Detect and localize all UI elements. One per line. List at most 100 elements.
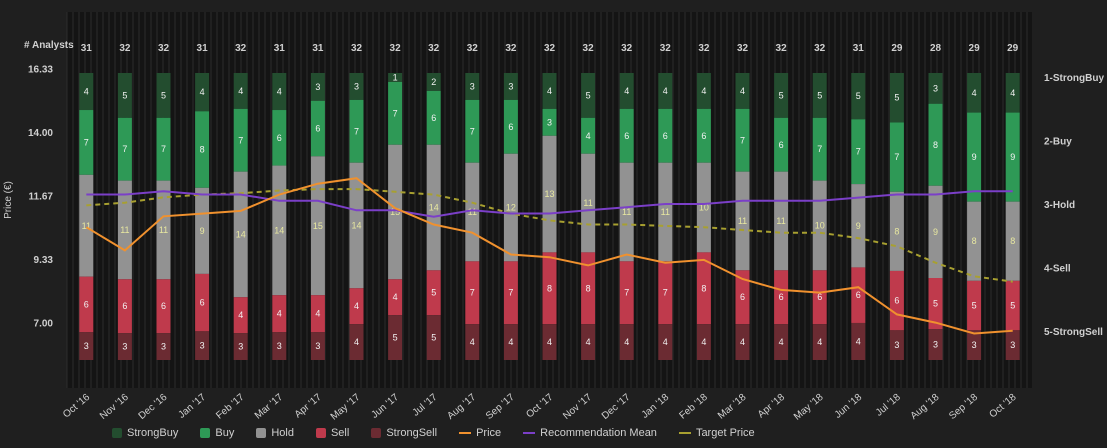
rating-axis-label: 2-Buy bbox=[1044, 137, 1072, 148]
bar-segment-buy bbox=[388, 81, 403, 145]
segment-value-label: 4 bbox=[779, 337, 784, 347]
analyst-count: 32 bbox=[351, 43, 363, 54]
analyst-count: 32 bbox=[428, 43, 440, 54]
target-price-line bbox=[86, 188, 1013, 283]
segment-value-label: 5 bbox=[586, 90, 591, 100]
analyst-count: 32 bbox=[119, 43, 131, 54]
x-tick-label: Apr '18 bbox=[756, 392, 787, 421]
x-tick-label: Jul '18 bbox=[874, 392, 903, 419]
bar-segment-strongbuy bbox=[542, 73, 557, 109]
bar-segment-sell bbox=[928, 278, 943, 330]
legend-item-target-price[interactable]: Target Price bbox=[678, 427, 755, 439]
bar-segment-strongsell bbox=[349, 324, 364, 360]
legend-swatch bbox=[459, 432, 472, 434]
segment-value-label: 6 bbox=[817, 292, 822, 302]
legend-swatch bbox=[371, 428, 382, 438]
bar-segment-sell bbox=[388, 279, 403, 316]
segment-value-label: 7 bbox=[122, 144, 127, 154]
x-tick-label: May '17 bbox=[329, 392, 363, 423]
bar-segment-sell bbox=[735, 270, 750, 325]
bar-segment-strongbuy bbox=[735, 73, 750, 109]
bar-segment-buy bbox=[117, 117, 132, 181]
bar-segment-buy bbox=[233, 108, 248, 172]
segment-value-label: 5 bbox=[933, 299, 938, 309]
analyst-count: 31 bbox=[197, 43, 209, 54]
bar-segment-buy bbox=[1005, 112, 1020, 202]
bar-segment-hold bbox=[851, 184, 866, 268]
segment-value-label: 7 bbox=[856, 147, 861, 157]
bar-segment-strongsell bbox=[658, 324, 673, 360]
segment-value-label: 11 bbox=[622, 207, 631, 217]
segment-value-label: 3 bbox=[122, 342, 127, 352]
segment-value-label: 10 bbox=[815, 220, 825, 230]
bar-segment-strongbuy bbox=[889, 73, 904, 123]
y-tick-label: 11.67 bbox=[29, 191, 54, 202]
bar-segment-strongsell bbox=[117, 333, 132, 360]
segment-value-label: 14 bbox=[429, 203, 439, 213]
segment-value-label: 3 bbox=[933, 340, 938, 350]
segment-value-label: 14 bbox=[351, 220, 361, 230]
legend-swatch bbox=[315, 428, 326, 438]
legend-item-strongsell[interactable]: StrongSell bbox=[371, 427, 437, 439]
bar-segment-buy bbox=[735, 108, 750, 172]
analyst-count: 32 bbox=[467, 43, 479, 54]
x-tick-label: Dec '17 bbox=[600, 392, 633, 422]
segment-value-label: 3 bbox=[315, 341, 320, 351]
segment-value-label: 6 bbox=[431, 113, 436, 123]
rating-axis-label: 4-Sell bbox=[1044, 264, 1071, 275]
bar-segment-hold bbox=[388, 144, 403, 280]
bar-segment-sell bbox=[967, 280, 982, 331]
legend-item-strongbuy[interactable]: StrongBuy bbox=[112, 427, 178, 439]
segment-value-label: 6 bbox=[122, 301, 127, 311]
rating-axis-label: 1-StrongBuy bbox=[1044, 73, 1104, 84]
segment-value-label: 5 bbox=[431, 333, 436, 343]
segment-value-label: 1 bbox=[393, 72, 398, 82]
x-tick-label: Jan '17 bbox=[176, 392, 208, 421]
analyst-count: 29 bbox=[969, 43, 981, 54]
bar-segment-strongbuy bbox=[465, 73, 480, 100]
segment-value-label: 8 bbox=[547, 283, 552, 293]
bar-segment-hold bbox=[349, 162, 364, 289]
segment-value-label: 11 bbox=[738, 216, 747, 226]
bar-segment-strongbuy bbox=[774, 73, 789, 118]
bar-segment-sell bbox=[812, 270, 827, 325]
segment-value-label: 7 bbox=[84, 137, 89, 147]
segment-value-label: 6 bbox=[200, 298, 205, 308]
segment-value-label: 6 bbox=[277, 133, 282, 143]
bar-segment-hold bbox=[967, 201, 982, 281]
bar-segment-buy bbox=[310, 100, 325, 157]
segment-value-label: 3 bbox=[894, 340, 899, 350]
bar-segment-buy bbox=[619, 108, 634, 163]
segment-value-label: 5 bbox=[894, 93, 899, 103]
segment-value-label: 7 bbox=[470, 126, 475, 136]
analyst-count: 32 bbox=[544, 43, 556, 54]
x-tick-label: Mar '17 bbox=[253, 392, 286, 422]
segment-value-label: 11 bbox=[776, 216, 785, 226]
segment-value-label: 4 bbox=[508, 337, 513, 347]
y-tick-label: 7.00 bbox=[34, 319, 54, 330]
bar-segment-buy bbox=[581, 117, 596, 154]
legend-item-recommendation-mean[interactable]: Recommendation Mean bbox=[523, 427, 657, 439]
legend-item-sell[interactable]: Sell bbox=[315, 427, 349, 439]
legend-item-hold[interactable]: Hold bbox=[256, 427, 294, 439]
x-tick-label: Oct '16 bbox=[61, 392, 92, 421]
bar-segment-sell bbox=[79, 276, 94, 333]
bar-segment-strongsell bbox=[233, 333, 248, 360]
segment-value-label: 6 bbox=[894, 296, 899, 306]
segment-value-label: 8 bbox=[701, 283, 706, 293]
bar-segment-strongbuy bbox=[195, 73, 210, 112]
bar-segment-hold bbox=[735, 171, 750, 271]
segment-value-label: 3 bbox=[470, 81, 475, 91]
segment-value-label: 7 bbox=[663, 288, 668, 298]
bar-segment-sell bbox=[619, 261, 634, 325]
bar-segment-sell bbox=[465, 261, 480, 325]
legend-label: Recommendation Mean bbox=[540, 427, 657, 439]
legend-item-price[interactable]: Price bbox=[459, 427, 501, 439]
bar-segment-sell bbox=[156, 279, 171, 334]
segment-value-label: 9 bbox=[856, 221, 861, 231]
bar-segment-strongsell bbox=[503, 324, 518, 360]
bar-segment-hold bbox=[889, 191, 904, 271]
legend-item-buy[interactable]: Buy bbox=[200, 427, 234, 439]
segment-value-label: 4 bbox=[1010, 88, 1015, 98]
legend-swatch bbox=[523, 432, 536, 434]
